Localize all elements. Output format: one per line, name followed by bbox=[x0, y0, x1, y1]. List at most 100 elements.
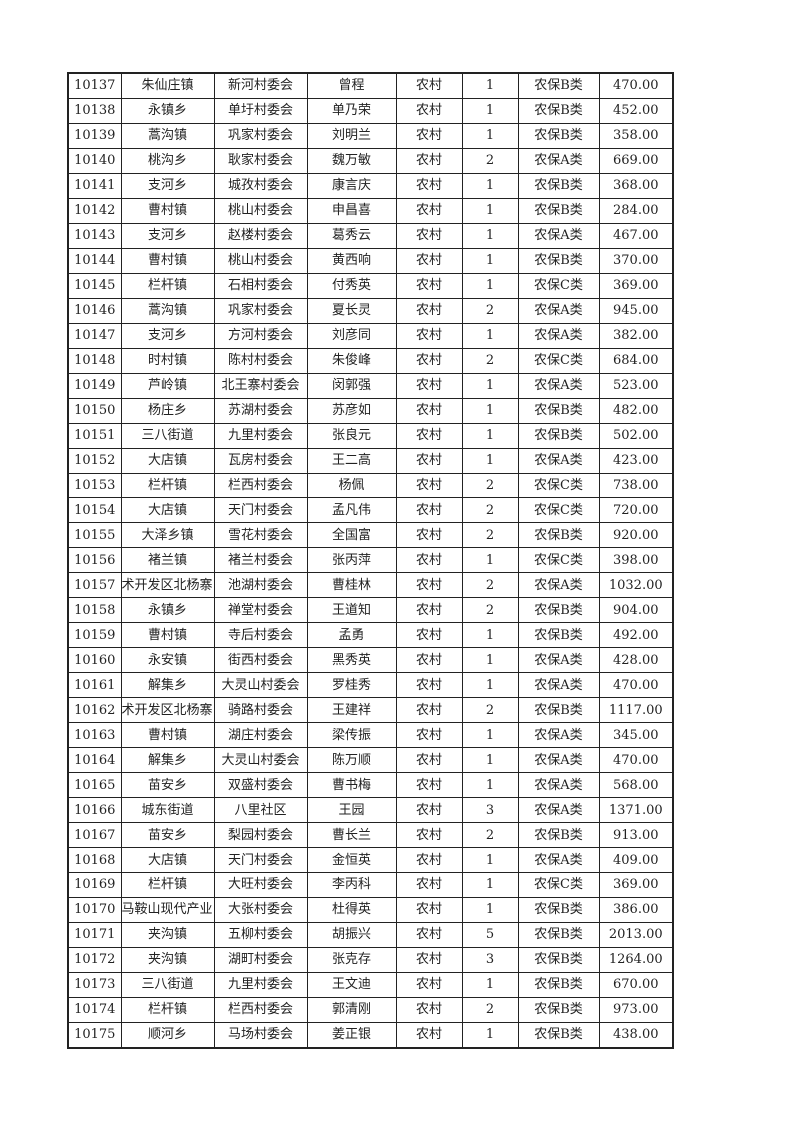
amount-cell: 913.00 bbox=[598, 822, 674, 849]
township-cell: 桃沟乡 bbox=[120, 147, 215, 174]
table-row: 10148 时村镇 陈村村委会 朱俊峰 农村 2 农保C类 684.00 bbox=[67, 347, 674, 374]
table-row: 10156 褚兰镇 褚兰村委会 张丙萍 农村 1 农保C类 398.00 bbox=[67, 547, 674, 574]
amount-cell: 284.00 bbox=[598, 197, 674, 224]
record-id-cell: 10137 bbox=[67, 72, 122, 99]
township-cell: 永镇乡 bbox=[120, 597, 215, 624]
table-row: 10175 顺河乡 马场村委会 姜正银 农村 1 农保B类 438.00 bbox=[67, 1021, 674, 1049]
record-id-cell: 10153 bbox=[67, 472, 122, 499]
member-count-cell: 1 bbox=[461, 447, 519, 474]
record-id-cell: 10157 bbox=[67, 572, 122, 599]
township-cell: 大店镇 bbox=[120, 497, 215, 524]
township-cell: 蒿沟镇 bbox=[120, 297, 215, 324]
member-count-cell: 2 bbox=[461, 347, 519, 374]
record-id-cell: 10164 bbox=[67, 747, 122, 774]
member-count-cell: 2 bbox=[461, 472, 519, 499]
member-count-cell: 1 bbox=[461, 622, 519, 649]
household-type-cell: 农村 bbox=[395, 247, 463, 274]
household-type-cell: 农村 bbox=[395, 697, 463, 724]
household-type-cell: 农村 bbox=[395, 647, 463, 674]
record-id-cell: 10170 bbox=[67, 896, 122, 923]
table-row: 10163 曹村镇 湖庄村委会 梁传振 农村 1 农保A类 345.00 bbox=[67, 722, 674, 749]
village-cell: 马场村委会 bbox=[213, 1021, 308, 1049]
person-name-cell: 姜正银 bbox=[306, 1021, 397, 1049]
village-cell: 新河村委会 bbox=[213, 72, 308, 99]
insurance-category-cell: 农保A类 bbox=[517, 322, 600, 349]
table-row: 10137 朱仙庄镇 新河村委会 曾程 农村 1 农保B类 470.00 bbox=[67, 72, 674, 99]
insurance-category-cell: 农保B类 bbox=[517, 697, 600, 724]
person-name-cell: 黑秀英 bbox=[306, 647, 397, 674]
insurance-category-cell: 农保A类 bbox=[517, 372, 600, 399]
member-count-cell: 1 bbox=[461, 72, 519, 99]
table-row: 10169 栏杆镇 大旺村委会 李丙科 农村 1 农保C类 369.00 bbox=[67, 872, 674, 898]
person-name-cell: 张克存 bbox=[306, 946, 397, 973]
household-type-cell: 农村 bbox=[395, 672, 463, 699]
person-name-cell: 全国富 bbox=[306, 522, 397, 549]
person-name-cell: 王道知 bbox=[306, 597, 397, 624]
record-id-cell: 10155 bbox=[67, 522, 122, 549]
township-cell: 大店镇 bbox=[120, 847, 215, 873]
member-count-cell: 1 bbox=[461, 896, 519, 923]
household-type-cell: 农村 bbox=[395, 921, 463, 948]
records-table: 10137 朱仙庄镇 新河村委会 曾程 农村 1 农保B类 470.00 10138 永镇乡 单圩村… bbox=[67, 72, 674, 1049]
record-id-cell: 10165 bbox=[67, 772, 122, 799]
table-row: 10152 大店镇 瓦房村委会 王二高 农村 1 农保A类 423.00 bbox=[67, 447, 674, 474]
record-id-cell: 10141 bbox=[67, 172, 122, 199]
village-cell: 赵楼村委会 bbox=[213, 222, 308, 249]
table-row: 10151 三八街道 九里村委会 张良元 农村 1 农保B类 502.00 bbox=[67, 422, 674, 449]
person-name-cell: 孟勇 bbox=[306, 622, 397, 649]
member-count-cell: 1 bbox=[461, 422, 519, 449]
member-count-cell: 1 bbox=[461, 722, 519, 749]
member-count-cell: 1 bbox=[461, 872, 519, 898]
record-id-cell: 10169 bbox=[67, 872, 122, 898]
record-id-cell: 10175 bbox=[67, 1021, 122, 1049]
household-type-cell: 农村 bbox=[395, 597, 463, 624]
member-count-cell: 2 bbox=[461, 497, 519, 524]
member-count-cell: 2 bbox=[461, 597, 519, 624]
record-id-cell: 10150 bbox=[67, 397, 122, 424]
household-type-cell: 农村 bbox=[395, 572, 463, 599]
table-row: 10155 大泽乡镇 雪花村委会 全国富 农村 2 农保B类 920.00 bbox=[67, 522, 674, 549]
township-cell: 永安镇 bbox=[120, 647, 215, 674]
member-count-cell: 1 bbox=[461, 971, 519, 998]
table-row: 10154 大店镇 天门村委会 孟凡伟 农村 2 农保C类 720.00 bbox=[67, 497, 674, 524]
household-type-cell: 农村 bbox=[395, 347, 463, 374]
insurance-category-cell: 农保B类 bbox=[517, 197, 600, 224]
table-row: 10142 曹村镇 桃山村委会 申昌喜 农村 1 农保B类 284.00 bbox=[67, 197, 674, 224]
insurance-category-cell: 农保B类 bbox=[517, 1021, 600, 1049]
township-cell: 城东街道 bbox=[120, 797, 215, 824]
record-id-cell: 10171 bbox=[67, 921, 122, 948]
member-count-cell: 1 bbox=[461, 372, 519, 399]
amount-cell: 470.00 bbox=[598, 747, 674, 774]
insurance-category-cell: 农保B类 bbox=[517, 97, 600, 124]
insurance-category-cell: 农保B类 bbox=[517, 247, 600, 274]
table-row: 10164 解集乡 大灵山村委会 陈万顺 农村 1 农保A类 470.00 bbox=[67, 747, 674, 774]
member-count-cell: 1 bbox=[461, 247, 519, 274]
record-id-cell: 10158 bbox=[67, 597, 122, 624]
amount-cell: 470.00 bbox=[598, 672, 674, 699]
amount-cell: 523.00 bbox=[598, 372, 674, 399]
member-count-cell: 1 bbox=[461, 847, 519, 873]
amount-cell: 452.00 bbox=[598, 97, 674, 124]
table-row: 10172 夹沟镇 湖町村委会 张克存 农村 3 农保B类 1264.00 bbox=[67, 946, 674, 973]
township-cell: 栏杆镇 bbox=[120, 472, 215, 499]
member-count-cell: 1 bbox=[461, 122, 519, 149]
insurance-category-cell: 农保A类 bbox=[517, 447, 600, 474]
household-type-cell: 农村 bbox=[395, 1021, 463, 1049]
village-cell: 陈村村委会 bbox=[213, 347, 308, 374]
village-cell: 八里社区 bbox=[213, 797, 308, 824]
village-cell: 褚兰村委会 bbox=[213, 547, 308, 574]
record-id-cell: 10168 bbox=[67, 847, 122, 873]
record-id-cell: 10146 bbox=[67, 297, 122, 324]
household-type-cell: 农村 bbox=[395, 397, 463, 424]
village-cell: 天门村委会 bbox=[213, 847, 308, 873]
insurance-category-cell: 农保A类 bbox=[517, 222, 600, 249]
member-count-cell: 1 bbox=[461, 647, 519, 674]
village-cell: 栏西村委会 bbox=[213, 472, 308, 499]
household-type-cell: 农村 bbox=[395, 297, 463, 324]
insurance-category-cell: 农保B类 bbox=[517, 921, 600, 948]
table-row: 10159 曹村镇 寺后村委会 孟勇 农村 1 农保B类 492.00 bbox=[67, 622, 674, 649]
table-row: 10171 夹沟镇 五柳村委会 胡振兴 农村 5 农保B类 2013.00 bbox=[67, 921, 674, 948]
member-count-cell: 2 bbox=[461, 147, 519, 174]
township-cell: 栏杆镇 bbox=[120, 272, 215, 299]
township-cell: 朱仙庄镇 bbox=[120, 72, 215, 99]
